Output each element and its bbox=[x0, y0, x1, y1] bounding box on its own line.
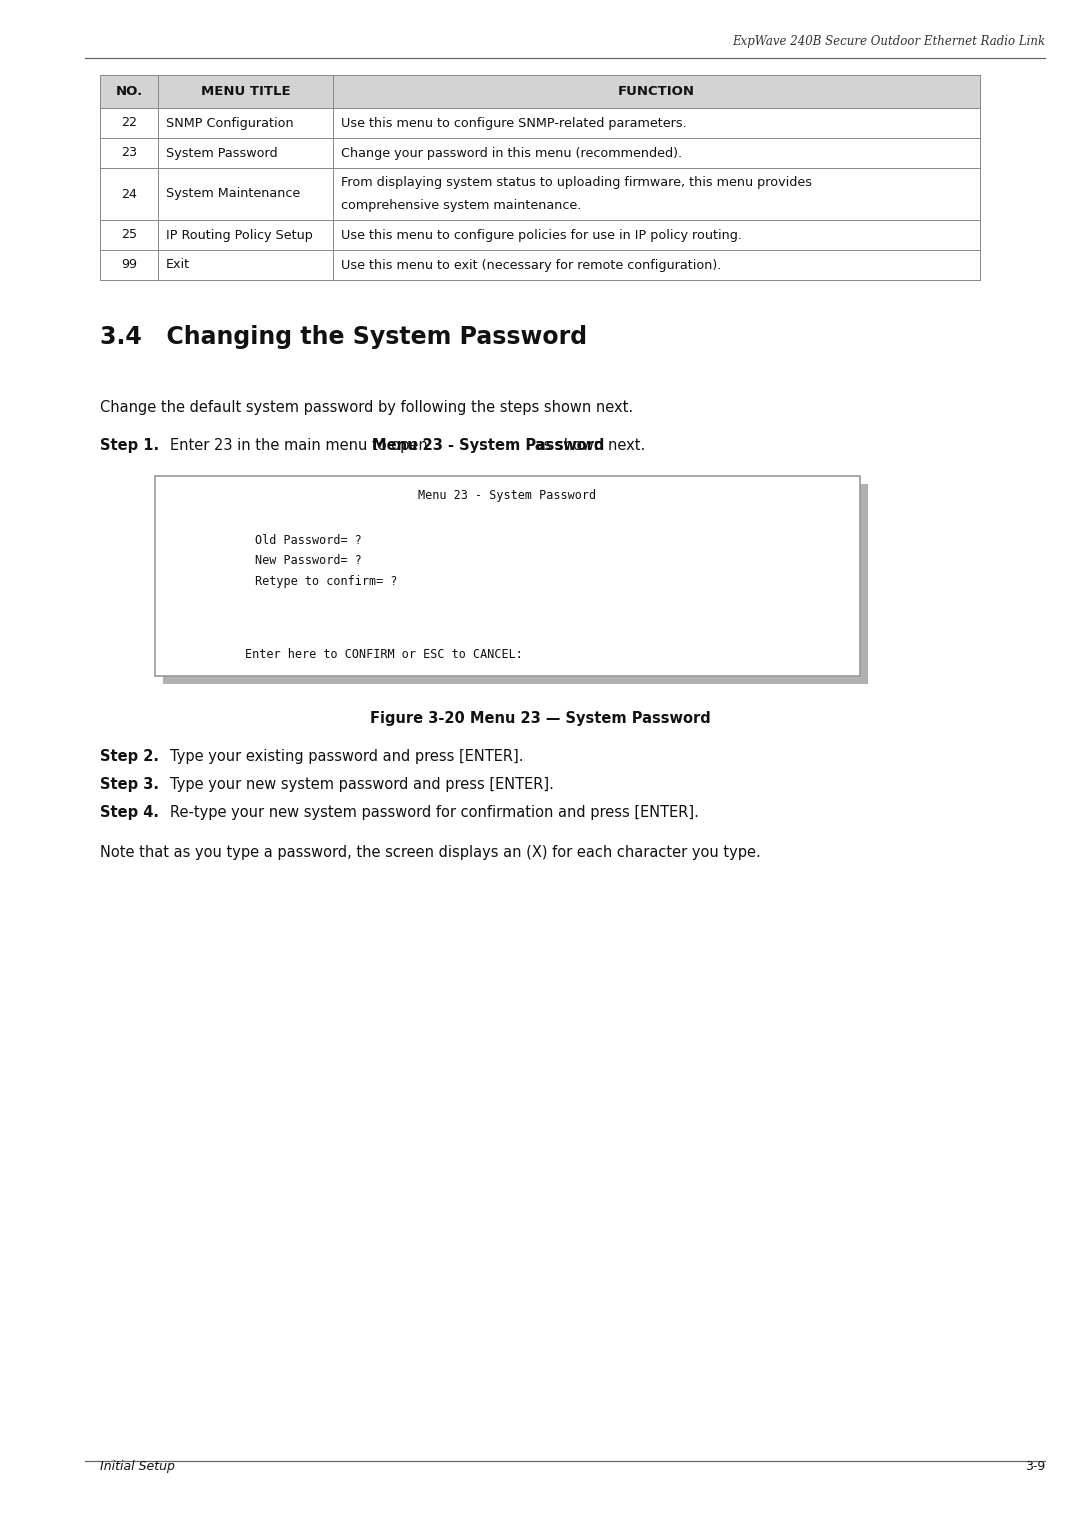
Text: New Password= ?: New Password= ? bbox=[255, 555, 362, 567]
Text: Menu 23 - System Password: Menu 23 - System Password bbox=[418, 489, 596, 503]
Text: Use this menu to exit (necessary for remote configuration).: Use this menu to exit (necessary for rem… bbox=[341, 258, 721, 272]
Bar bbox=[156, 477, 860, 675]
Text: 3.4   Changing the System Password: 3.4 Changing the System Password bbox=[100, 325, 588, 348]
Text: IP Routing Policy Setup: IP Routing Policy Setup bbox=[166, 229, 313, 241]
Text: Step 4.: Step 4. bbox=[100, 805, 159, 821]
Text: MENU TITLE: MENU TITLE bbox=[201, 86, 291, 98]
Text: Enter 23 in the main menu to open: Enter 23 in the main menu to open bbox=[170, 439, 432, 452]
Text: Step 3.: Step 3. bbox=[100, 778, 159, 792]
Text: Old Password= ?: Old Password= ? bbox=[255, 535, 362, 547]
Text: System Password: System Password bbox=[166, 147, 278, 159]
Text: System Maintenance: System Maintenance bbox=[166, 188, 300, 200]
Text: Change the default system password by following the steps shown next.: Change the default system password by fo… bbox=[100, 400, 633, 416]
Text: Change your password in this menu (recommended).: Change your password in this menu (recom… bbox=[341, 147, 683, 159]
Text: comprehensive system maintenance.: comprehensive system maintenance. bbox=[341, 199, 581, 212]
Text: Type your new system password and press [ENTER].: Type your new system password and press … bbox=[170, 778, 554, 792]
Text: 99: 99 bbox=[121, 258, 137, 272]
Text: as shown next.: as shown next. bbox=[530, 439, 645, 452]
Text: Retype to confirm= ?: Retype to confirm= ? bbox=[255, 575, 397, 587]
Text: Step 2.: Step 2. bbox=[100, 749, 159, 764]
Bar bbox=[100, 75, 980, 108]
Text: 23: 23 bbox=[121, 147, 137, 159]
Text: Enter here to CONFIRM or ESC to CANCEL:: Enter here to CONFIRM or ESC to CANCEL: bbox=[245, 648, 523, 660]
Text: Figure 3-20 Menu 23 — System Password: Figure 3-20 Menu 23 — System Password bbox=[369, 711, 711, 726]
Text: SNMP Configuration: SNMP Configuration bbox=[166, 116, 294, 130]
Text: Exit: Exit bbox=[166, 258, 190, 272]
Text: Note that as you type a password, the screen displays an (X) for each character : Note that as you type a password, the sc… bbox=[100, 845, 760, 860]
Text: Use this menu to configure SNMP-related parameters.: Use this menu to configure SNMP-related … bbox=[341, 116, 687, 130]
Text: Type your existing password and press [ENTER].: Type your existing password and press [E… bbox=[170, 749, 524, 764]
Text: 3-9: 3-9 bbox=[1025, 1459, 1045, 1473]
Text: Step 1.: Step 1. bbox=[100, 439, 159, 452]
Text: 24: 24 bbox=[121, 188, 137, 200]
Text: Menu 23 - System Password: Menu 23 - System Password bbox=[373, 439, 605, 452]
Text: FUNCTION: FUNCTION bbox=[618, 86, 696, 98]
Text: Initial Setup: Initial Setup bbox=[100, 1459, 175, 1473]
Text: 22: 22 bbox=[121, 116, 137, 130]
Text: NO.: NO. bbox=[116, 86, 143, 98]
Text: From displaying system status to uploading firmware, this menu provides: From displaying system status to uploadi… bbox=[341, 176, 812, 189]
Text: ExpWave 240B Secure Outdoor Ethernet Radio Link: ExpWave 240B Secure Outdoor Ethernet Rad… bbox=[732, 35, 1045, 47]
Text: 25: 25 bbox=[121, 229, 137, 241]
Text: Use this menu to configure policies for use in IP policy routing.: Use this menu to configure policies for … bbox=[341, 229, 742, 241]
Bar bbox=[163, 484, 868, 685]
Text: Re-type your new system password for confirmation and press [ENTER].: Re-type your new system password for con… bbox=[170, 805, 699, 821]
